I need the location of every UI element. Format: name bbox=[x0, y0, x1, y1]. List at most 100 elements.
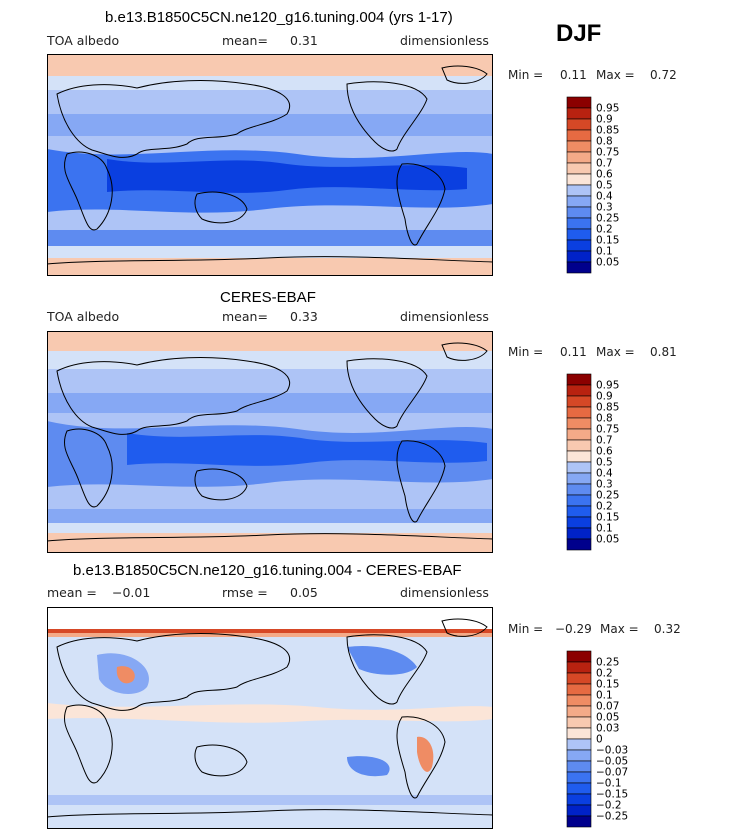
colorbar-swatch bbox=[566, 151, 592, 164]
map-anomaly bbox=[347, 756, 390, 777]
map-band bbox=[47, 795, 493, 805]
panel-2-mean-value: 0.33 bbox=[290, 309, 318, 324]
panel-3-max-label: Max = bbox=[600, 622, 639, 636]
colorbar-level-label: 0.1 bbox=[596, 690, 613, 702]
colorbar-swatch bbox=[566, 450, 592, 463]
panel-3-map bbox=[47, 607, 493, 829]
coastline-eurasia bbox=[56, 80, 290, 158]
colorbar-level-label: −0.07 bbox=[596, 767, 628, 779]
colorbar-swatch bbox=[566, 118, 592, 131]
colorbar-swatch bbox=[566, 494, 592, 507]
colorbar-level-label: 0 bbox=[596, 734, 603, 746]
panel-2-max-value: 0.81 bbox=[650, 345, 677, 359]
panel-3-title: b.e13.B1850C5CN.ne120_g16.tuning.004 - C… bbox=[73, 562, 462, 579]
colorbar-level-label: 0.8 bbox=[596, 136, 613, 148]
coastline-antarctica bbox=[47, 533, 493, 542]
map-band bbox=[47, 114, 493, 136]
map-band bbox=[47, 351, 493, 369]
colorbar-level-label: 0.1 bbox=[596, 246, 613, 258]
colorbar-swatch bbox=[566, 384, 592, 397]
colorbar-swatch bbox=[566, 650, 592, 663]
colorbar-level-label: 0.2 bbox=[596, 501, 613, 513]
coastline-africa bbox=[64, 704, 113, 784]
colorbar-swatch bbox=[566, 461, 592, 474]
colorbar-level-label: 0.6 bbox=[596, 446, 613, 458]
map-anomaly bbox=[47, 703, 493, 723]
colorbar-level-label: 0.1 bbox=[596, 523, 613, 535]
map-band-north bbox=[47, 607, 493, 629]
colorbar-swatch bbox=[566, 439, 592, 452]
panel-3-mean-label: mean = bbox=[47, 585, 97, 600]
colorbar-level-label: 0.85 bbox=[596, 125, 619, 137]
map-band-south bbox=[47, 805, 493, 829]
map-band bbox=[47, 633, 493, 637]
colorbar-swatch bbox=[566, 483, 592, 496]
map-anomaly bbox=[347, 645, 417, 675]
map-band bbox=[47, 76, 493, 90]
coastlines bbox=[47, 65, 493, 265]
colorbar-level-label: 0.2 bbox=[596, 224, 613, 236]
panel-3-min-value: −0.29 bbox=[555, 622, 592, 636]
colorbar-level-label: 0.15 bbox=[596, 679, 619, 691]
coastline-australia bbox=[194, 744, 248, 777]
colorbar-swatch bbox=[566, 173, 592, 186]
panel-2-colorbar: 0.95 0.9 0.85 0.8 0.75 0.7 0.6 0.5 0.4 0.3 0.25 0.2… bbox=[566, 373, 636, 556]
colorbar-level-label: 0.05 bbox=[596, 257, 619, 269]
colorbar-swatch bbox=[566, 749, 592, 762]
panel-1-variable-label: TOA albedo bbox=[47, 33, 120, 48]
colorbar-swatch bbox=[566, 771, 592, 784]
panel-3-rmse-value: 0.05 bbox=[290, 585, 318, 600]
colorbar-level-label: −0.15 bbox=[596, 789, 628, 801]
coastline-north-america bbox=[346, 634, 428, 705]
colorbar-level-label: 0.03 bbox=[596, 723, 619, 735]
map-frame bbox=[47, 54, 493, 276]
colorbar-svg: 0.950.90.850.80.750.70.60.50.40.30.250.2… bbox=[566, 373, 619, 551]
colorbar-swatch bbox=[566, 793, 592, 806]
map-anomaly bbox=[417, 736, 434, 772]
coastline-antarctica bbox=[47, 809, 493, 818]
panel-1-title: b.e13.B1850C5CN.ne120_g16.tuning.004 (yr… bbox=[105, 9, 453, 26]
colorbar-swatch bbox=[566, 261, 592, 274]
panel-2-min-label: Min = bbox=[508, 345, 544, 359]
coastline-africa bbox=[64, 151, 113, 231]
colorbar-level-label: 0.15 bbox=[596, 512, 619, 524]
panel-3-max-value: 0.32 bbox=[654, 622, 681, 636]
panel-3-colorbar: 0.25 0.2 0.15 0.1 0.07 0.05 0.03 0 −0.03 −0.05 −0.… bbox=[566, 650, 636, 833]
colorbar-swatch bbox=[566, 815, 592, 828]
panel-2-map bbox=[47, 331, 493, 553]
map-band bbox=[47, 393, 493, 413]
colorbar-level-label: 0.25 bbox=[596, 657, 619, 669]
map-band bbox=[47, 246, 493, 258]
colorbar-level-label: −0.25 bbox=[596, 811, 628, 823]
panel-1-units: dimensionless bbox=[400, 33, 489, 48]
colorbar-swatch bbox=[566, 162, 592, 175]
colorbar-swatch bbox=[566, 716, 592, 729]
colorbar-level-label: 0.6 bbox=[596, 169, 613, 181]
panel-1-mean-label: mean= bbox=[222, 33, 268, 48]
colorbar-level-label: 0.95 bbox=[596, 103, 619, 115]
coastline-south-america bbox=[396, 716, 446, 799]
map-anomaly bbox=[116, 666, 135, 684]
colorbar-swatch bbox=[566, 250, 592, 263]
colorbar-level-label: 0.4 bbox=[596, 191, 613, 203]
colorbar-svg: 0.250.20.150.10.070.050.030−0.03−0.05−0.… bbox=[566, 650, 628, 828]
colorbar-swatch bbox=[566, 195, 592, 208]
colorbar-swatch bbox=[566, 727, 592, 740]
colorbar-swatch bbox=[566, 228, 592, 241]
colorbar-swatch bbox=[566, 184, 592, 197]
panel-2-title: CERES-EBAF bbox=[220, 289, 316, 306]
colorbar-swatch bbox=[566, 417, 592, 430]
colorbar-swatch bbox=[566, 206, 592, 219]
map-band bbox=[47, 230, 493, 246]
coastline-eurasia bbox=[56, 357, 290, 435]
colorbar-level-label: 0.05 bbox=[596, 712, 619, 724]
colorbar-level-label: 0.5 bbox=[596, 457, 613, 469]
coastlines bbox=[47, 342, 493, 542]
panel-1-map bbox=[47, 54, 493, 276]
map-frame bbox=[47, 607, 493, 829]
colorbar-level-label: −0.2 bbox=[596, 800, 622, 812]
colorbar-swatch bbox=[566, 140, 592, 153]
colorbar-swatch bbox=[566, 694, 592, 707]
panel-1-colorbar: 0.95 0.9 0.85 0.8 0.75 0.7 0.6 0.5 0.4 0.3 0.25 0.2… bbox=[566, 96, 636, 279]
colorbar-swatch bbox=[566, 373, 592, 386]
